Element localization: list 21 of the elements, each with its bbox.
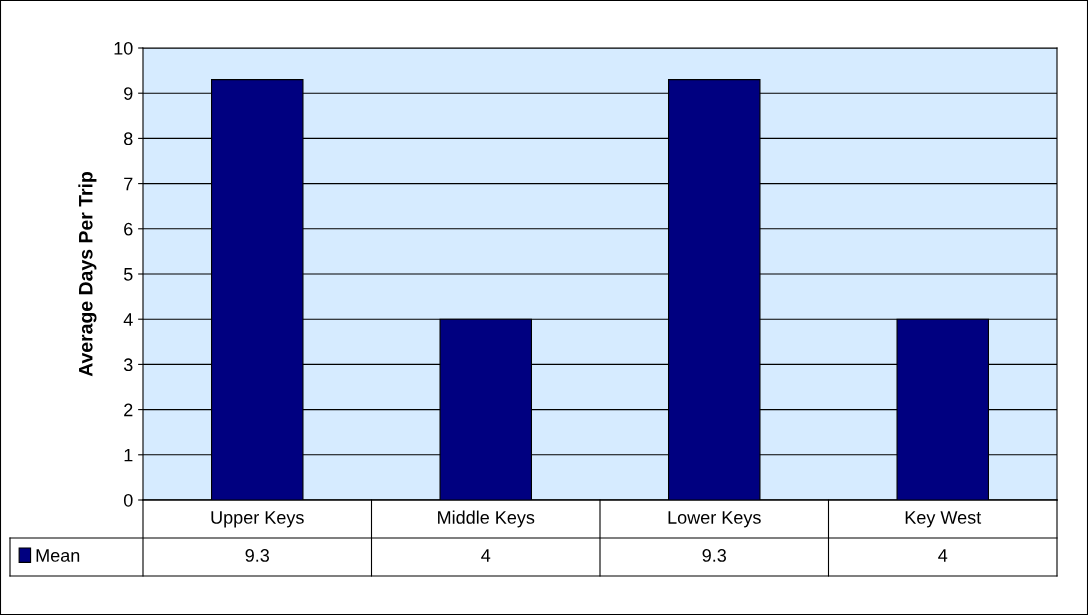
y-tick-label: 4 — [123, 313, 133, 326]
y-tick-label: 7 — [124, 177, 133, 191]
data-label: 9.3 — [245, 549, 270, 562]
y-tick-label: 10 — [114, 41, 133, 55]
x-tick-label: Upper Keys — [211, 511, 304, 528]
y-tick-label: 9 — [124, 87, 133, 100]
y-tick-label: 0 — [123, 493, 133, 507]
x-tick-label: Key West — [905, 511, 982, 528]
x-tick-label: Lower Keys — [668, 511, 761, 528]
y-tick-label: 5 — [123, 268, 133, 281]
data-label: 4 — [938, 549, 948, 562]
legend-label: Mean — [36, 549, 80, 562]
data-label: 4 — [481, 549, 491, 562]
y-tick-label: 3 — [123, 358, 133, 372]
y-tick-label: 8 — [124, 132, 133, 146]
data-label: 9.3 — [702, 549, 727, 562]
x-tick-label: Middle Keys — [438, 510, 535, 528]
y-tick-label: 1 — [124, 448, 133, 462]
y-axis-title: Average Days Per Trip — [78, 171, 97, 377]
y-tick-label: 2 — [124, 403, 133, 417]
y-tick-label: 6 — [124, 222, 133, 236]
